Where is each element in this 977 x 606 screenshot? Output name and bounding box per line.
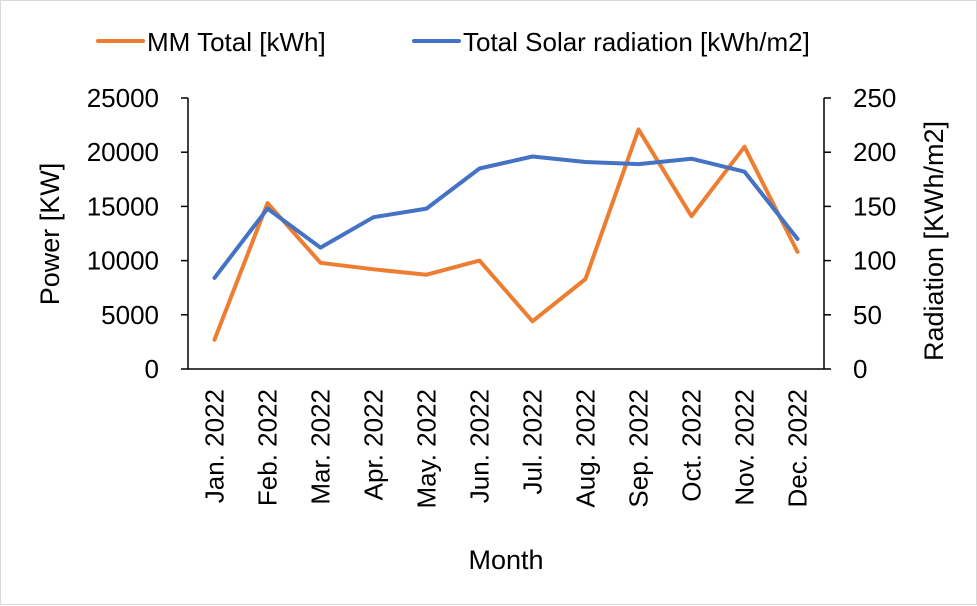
x-tick-label: Apr. 2022	[359, 389, 389, 500]
axes: 0 5000 10000 15000 20000 25000 0 50 100 150 200 25…	[87, 83, 897, 508]
right-tick-label: 200	[853, 137, 896, 167]
left-axis-ticks: 0 5000 10000 15000 20000 25000	[87, 83, 188, 384]
right-axis-ticks: 0 50 100 150 200 250	[824, 83, 896, 384]
legend-label-mm-total: MM Total [kWh]	[147, 27, 326, 57]
x-tick-label: Mar. 2022	[306, 389, 336, 505]
x-tick-label: Jun. 2022	[465, 389, 495, 503]
x-tick-label: Nov. 2022	[730, 389, 760, 506]
right-tick-label: 50	[853, 300, 882, 330]
right-tick-label: 250	[853, 83, 896, 113]
x-axis-title: Month	[468, 545, 543, 575]
left-tick-label: 25000	[87, 83, 159, 113]
x-tick-label: Dec. 2022	[783, 389, 813, 508]
x-tick-label: Feb. 2022	[253, 389, 283, 506]
x-axis-ticks: Jan. 2022 Feb. 2022 Mar. 2022 Apr. 2022 May.…	[200, 389, 813, 508]
right-tick-label: 100	[853, 246, 896, 276]
series-line-1	[215, 157, 798, 278]
left-tick-label: 15000	[87, 191, 159, 221]
left-tick-label: 0	[145, 354, 159, 384]
left-tick-label: 20000	[87, 137, 159, 167]
right-tick-label: 0	[853, 354, 867, 384]
y-axis-title: Power [KW]	[35, 163, 65, 306]
left-tick-label: 10000	[87, 246, 159, 276]
x-tick-label: Sep. 2022	[624, 389, 654, 508]
x-tick-label: Oct. 2022	[677, 389, 707, 502]
left-tick-label: 5000	[101, 300, 159, 330]
x-tick-label: Jul. 2022	[518, 389, 548, 495]
right-tick-label: 150	[853, 191, 896, 221]
x-tick-label: May. 2022	[412, 389, 442, 508]
y2-axis-title: Radiation [KWh/m2]	[919, 121, 949, 361]
x-tick-label: Aug. 2022	[571, 389, 601, 508]
x-tick-label: Jan. 2022	[200, 389, 230, 503]
series-layer	[214, 129, 797, 339]
legend: MM Total [kWh] Total Solar radiation [kW…	[98, 27, 810, 57]
legend-label-solar-radiation: Total Solar radiation [kWh/m2]	[463, 27, 810, 57]
